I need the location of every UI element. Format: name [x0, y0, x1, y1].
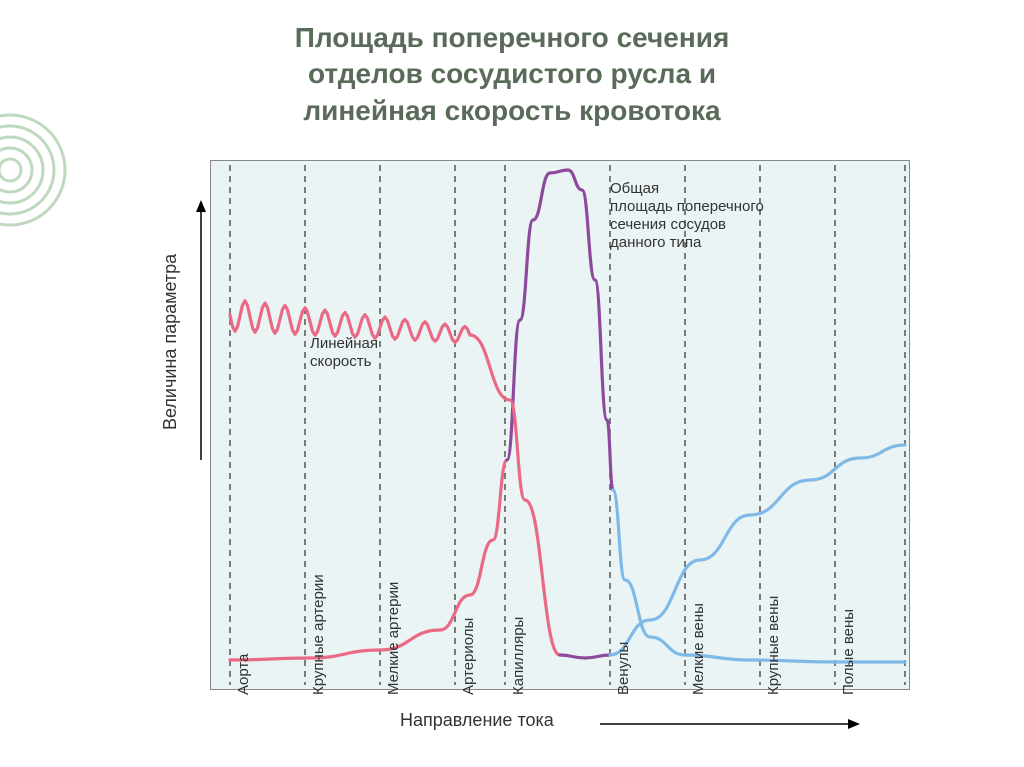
title-line2: отделов сосудистого русла и [308, 58, 716, 89]
vessel-label: Аорта [235, 654, 252, 695]
title-line1: Площадь поперечного сечения [295, 22, 730, 53]
vessel-label: Мелкие вены [690, 603, 707, 695]
vessel-label: Венулы [615, 642, 632, 695]
vessel-label: Крупные вены [765, 596, 782, 695]
area-curve-label: Общая площадь поперечного сечения сосудо… [610, 180, 764, 252]
vessel-label: Крупные артерии [310, 574, 327, 695]
decorative-rings [0, 100, 90, 280]
vessel-label: Капилляры [510, 617, 527, 695]
chart-area: АортаКрупные артерииМелкие артерииАртери… [210, 160, 910, 690]
y-axis-arrow [195, 200, 207, 460]
vessel-label: Полые вены [840, 609, 857, 695]
title-line3: линейная скорость кровотока [303, 95, 720, 126]
vessel-label: Артериолы [460, 618, 477, 695]
velocity-curve-label: Линейная скорость [310, 335, 378, 371]
page-title: Площадь поперечного сечения отделов сосу… [0, 0, 1024, 129]
y-axis-label: Величина параметра [160, 254, 181, 430]
x-axis-arrow [600, 718, 860, 730]
x-axis-label: Направление тока [400, 710, 554, 731]
vessel-label: Мелкие артерии [385, 582, 402, 695]
